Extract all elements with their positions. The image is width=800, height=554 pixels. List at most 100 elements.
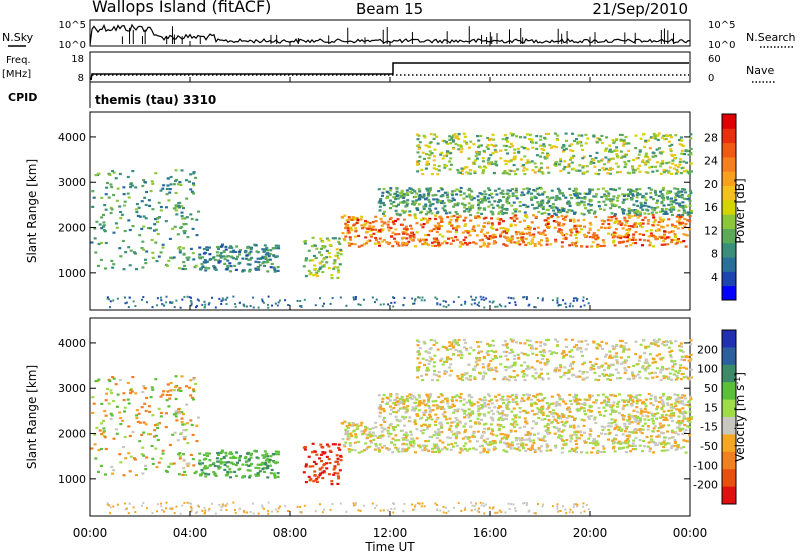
echo-cell	[155, 260, 159, 263]
echo-cell	[120, 419, 124, 422]
echo-cell	[353, 449, 357, 452]
echo-cell	[381, 400, 384, 403]
echo-cell	[541, 207, 545, 210]
echo-cell	[197, 462, 201, 465]
echo-cell	[277, 453, 281, 456]
echo-cell	[109, 306, 112, 309]
echo-cell	[500, 437, 504, 440]
echo-cell	[532, 233, 536, 236]
echo-cell	[312, 274, 316, 277]
echo-cell	[353, 424, 357, 427]
echo-cell	[627, 440, 631, 443]
echo-cell	[680, 221, 684, 224]
echo-cell	[577, 409, 581, 412]
echo-cell	[663, 138, 667, 141]
echo-cell	[613, 140, 617, 143]
echo-cell	[213, 258, 217, 262]
echo-cell	[609, 413, 613, 416]
echo-cell	[330, 483, 334, 486]
echo-cell	[267, 461, 271, 464]
echo-cell	[541, 231, 545, 234]
echo-cell	[454, 343, 458, 346]
echo-cell	[679, 411, 683, 414]
echo-cell	[360, 450, 364, 453]
echo-cell	[261, 461, 265, 464]
echo-cell	[112, 263, 116, 266]
echo-cell	[424, 404, 427, 407]
echo-cell	[643, 422, 647, 425]
echo-cell	[439, 407, 443, 410]
echo-cell	[315, 274, 319, 277]
echo-cell	[662, 186, 665, 190]
echo-cell	[681, 213, 685, 216]
echo-cell	[537, 447, 541, 450]
echo-cell	[314, 273, 318, 276]
echo-cell	[418, 403, 422, 406]
echo-cell	[112, 399, 116, 403]
echo-cell	[435, 135, 439, 138]
echo-cell	[351, 216, 355, 219]
echo-cell	[667, 424, 671, 427]
echo-cell	[519, 136, 522, 139]
echo-cell	[459, 396, 463, 399]
echo-cell	[627, 207, 631, 210]
nave-tick-high: 60	[708, 54, 721, 65]
echo-cell	[577, 437, 581, 440]
echo-cell	[525, 168, 529, 171]
echo-cell	[219, 252, 223, 255]
echo-cell	[269, 266, 273, 269]
echo-cell	[595, 141, 599, 144]
echo-cell	[676, 445, 680, 448]
echo-cell	[520, 444, 523, 447]
echo-cell	[333, 265, 337, 269]
echo-cell	[658, 147, 661, 150]
echo-cell	[415, 222, 419, 225]
echo-cell	[468, 399, 471, 402]
echo-cell	[389, 422, 393, 426]
echo-cell	[389, 393, 393, 396]
echo-cell	[632, 439, 636, 442]
echo-cell	[604, 190, 608, 193]
echo-cell	[118, 205, 122, 208]
echo-cell	[443, 370, 447, 373]
echo-cell	[229, 270, 232, 273]
echo-cell	[587, 302, 590, 305]
echo-cell	[678, 428, 682, 431]
echo-cell	[649, 229, 653, 232]
echo-cell	[532, 420, 535, 423]
echo-cell	[495, 399, 499, 402]
echo-cell	[205, 466, 209, 469]
echo-cell	[395, 190, 399, 193]
echo-cell	[150, 180, 154, 183]
echo-cell	[274, 244, 278, 247]
echo-cell	[250, 256, 254, 259]
echo-cell	[639, 213, 642, 216]
echo-cell	[689, 189, 692, 192]
echo-cell	[525, 227, 529, 230]
echo-cell	[390, 301, 393, 304]
echo-cell	[515, 233, 519, 236]
echo-cell	[545, 414, 549, 417]
echo-cell	[582, 419, 586, 422]
echo-cell	[449, 405, 453, 409]
echo-cell	[629, 397, 632, 400]
echo-cell	[662, 204, 666, 207]
velocity-echo-cells	[90, 338, 693, 515]
echo-cell	[677, 195, 681, 198]
echo-cell	[141, 390, 145, 394]
beam-title: Beam 15	[356, 0, 423, 18]
echo-cell	[466, 437, 470, 440]
echo-cell	[617, 194, 621, 197]
echo-cell	[545, 208, 549, 211]
echo-cell	[381, 407, 385, 410]
echo-cell	[592, 418, 596, 421]
echo-cell	[388, 447, 392, 451]
echo-cell	[489, 359, 493, 363]
echo-cell	[391, 219, 395, 223]
echo-cell	[415, 199, 419, 202]
echo-cell	[539, 135, 543, 138]
echo-cell	[174, 410, 178, 413]
echo-cell	[257, 474, 261, 477]
echo-cell	[617, 447, 621, 450]
echo-cell	[304, 465, 308, 468]
